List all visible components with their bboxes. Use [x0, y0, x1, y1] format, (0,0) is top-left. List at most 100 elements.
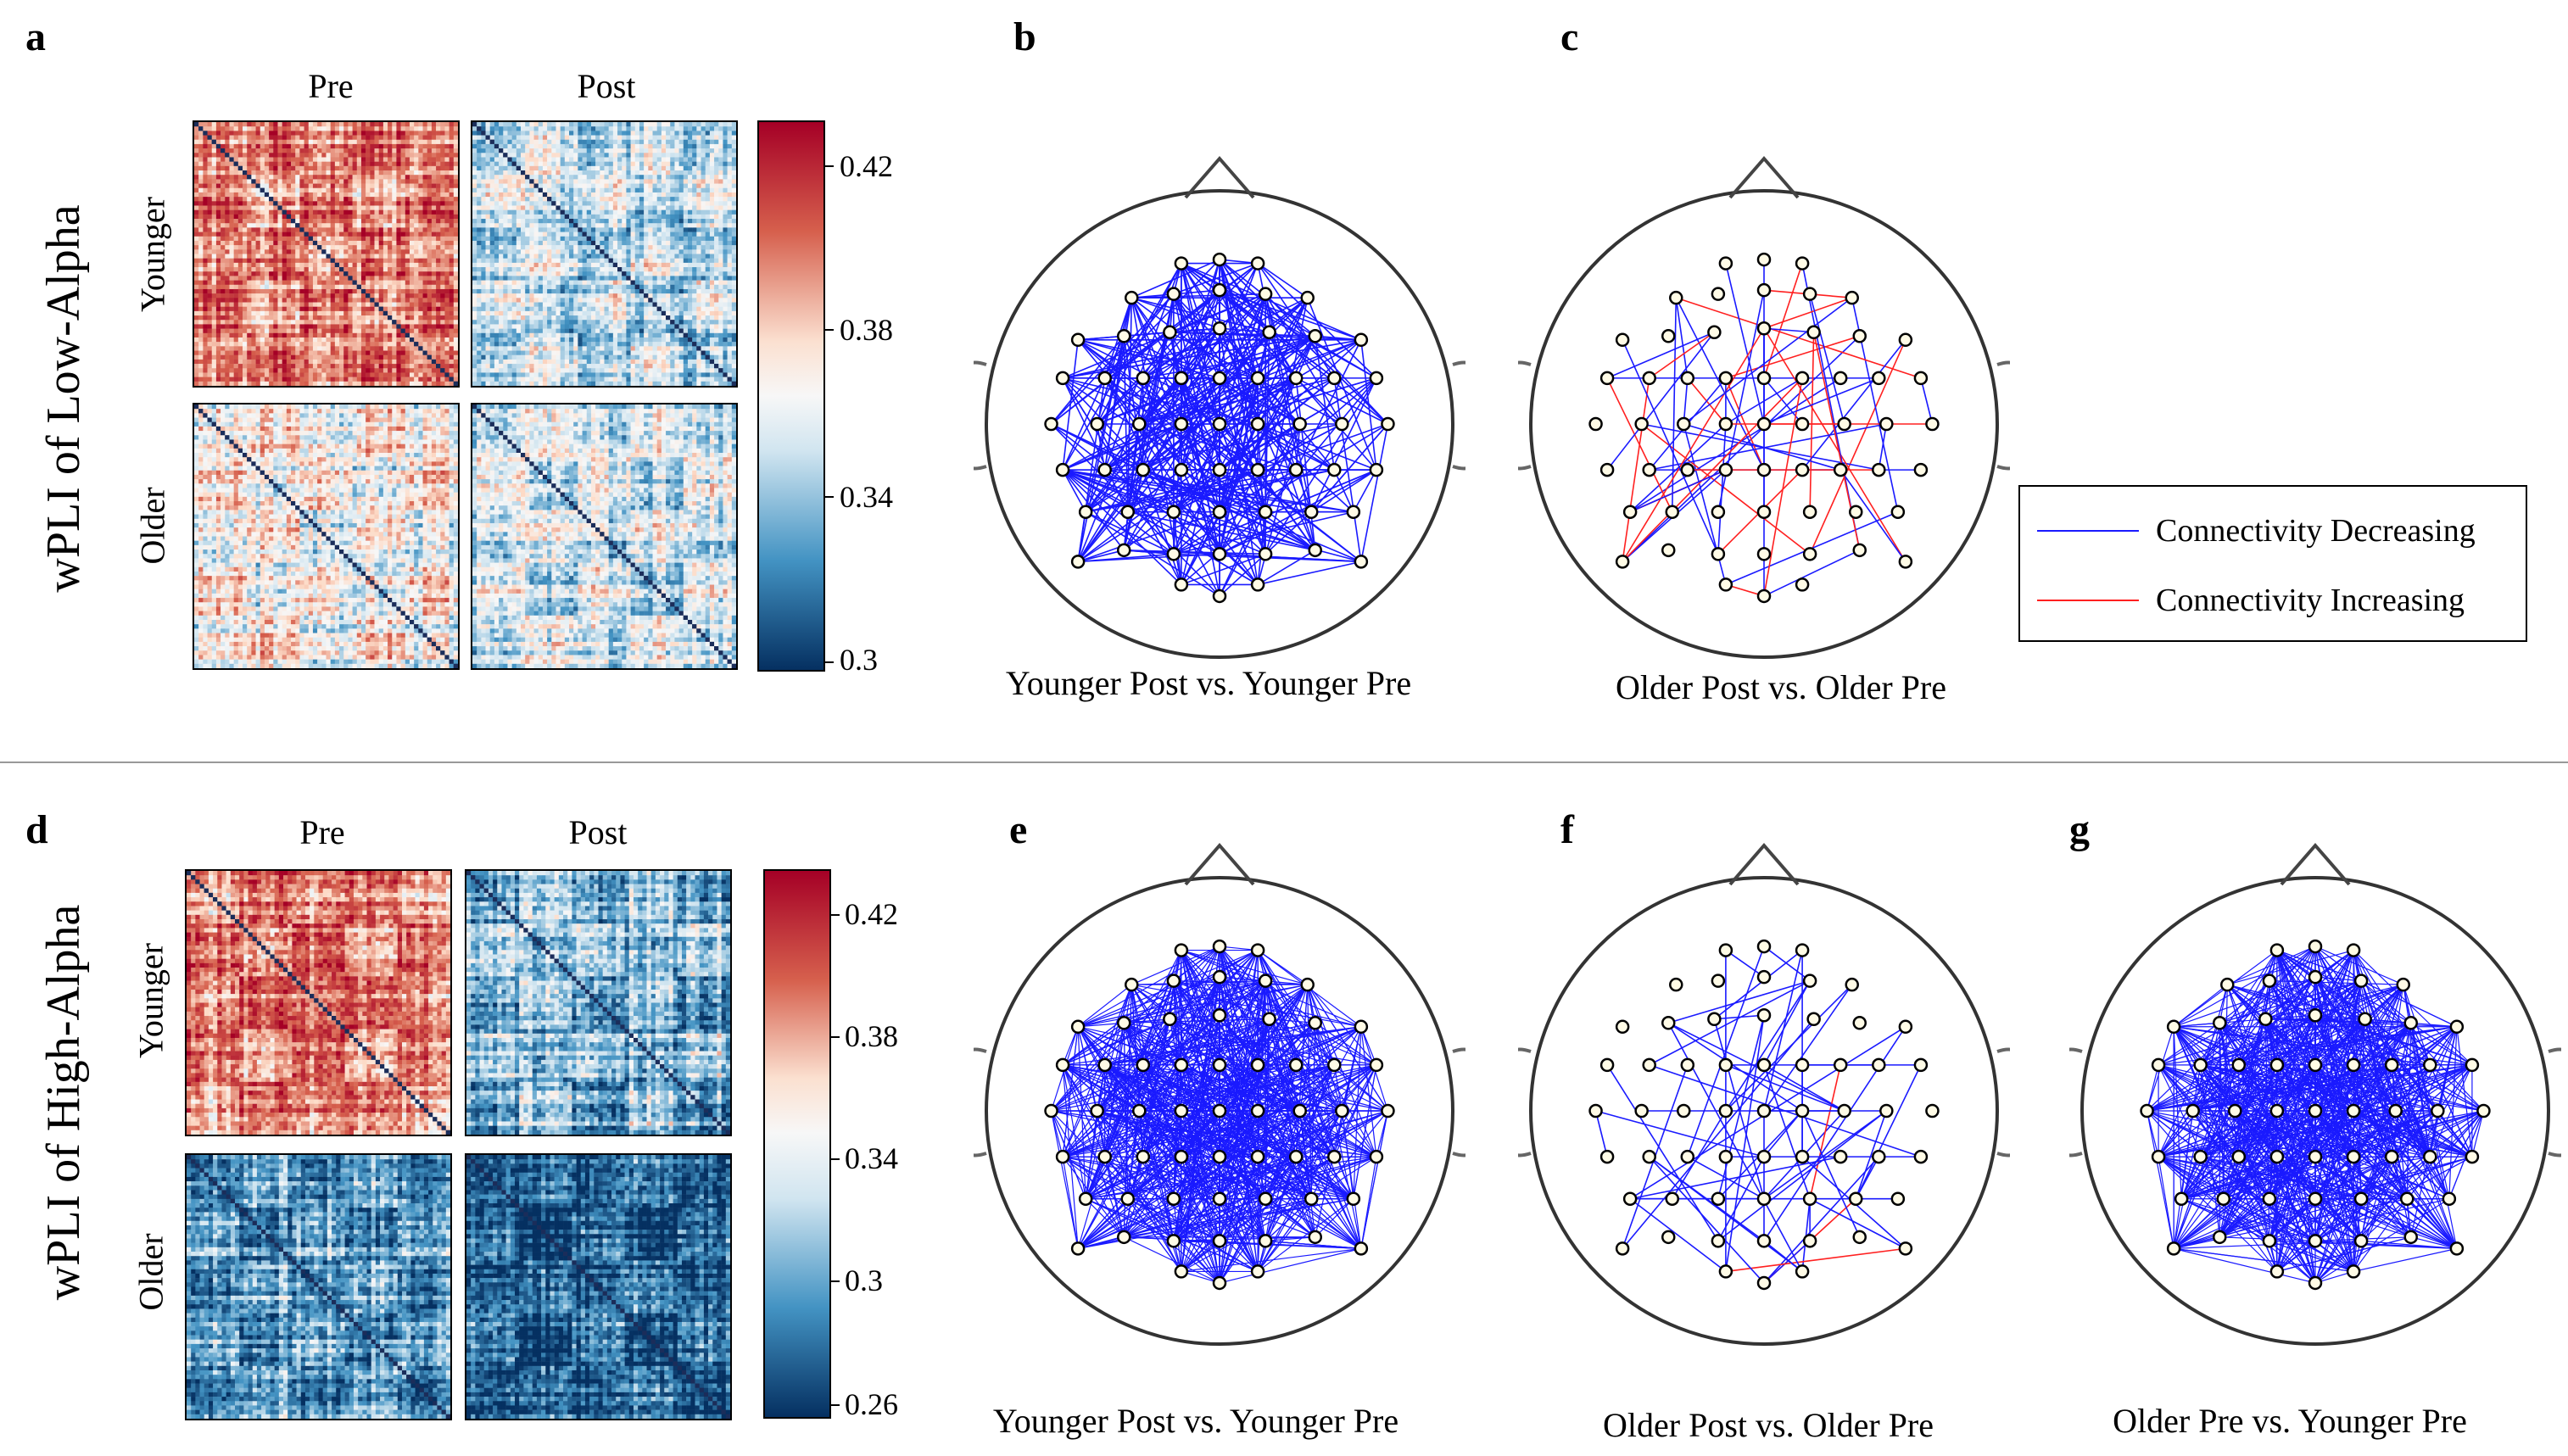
electrode-marker [2346, 1057, 2361, 1073]
connectivity-edge [1763, 984, 1853, 1112]
connectivity-edge [1713, 949, 1803, 1020]
electrode-marker [2269, 1264, 2285, 1279]
connectivity-edge [2238, 1022, 2411, 1066]
matrix-low-younger-pre [193, 120, 460, 388]
connectivity-edge [2200, 1064, 2396, 1112]
colorbar-high-alpha [763, 869, 831, 1419]
electrode-marker [1166, 505, 1181, 519]
electrode-marker [1308, 1016, 1322, 1030]
electrode-marker [2166, 1241, 2181, 1256]
colorbar-tick: 0.3 [845, 1263, 883, 1298]
electrode-marker [1174, 1057, 1189, 1073]
connectivity-edge [1717, 423, 1727, 555]
connectivity-edge [1219, 1022, 1316, 1158]
connectivity-edge [1123, 1236, 1220, 1284]
connectivity-edge [1096, 297, 1133, 425]
connectivity-edge [1219, 377, 1377, 425]
connectivity-edge [1675, 298, 1689, 378]
electrode-marker [2151, 1057, 2166, 1073]
electrode-marker [1802, 505, 1817, 519]
col-label-post: Post [569, 812, 628, 852]
connectivity-edge [2158, 1157, 2174, 1249]
electrode-marker [1756, 252, 1772, 267]
connectivity-edge [1264, 980, 1354, 1199]
connectivity-edge [1353, 469, 1377, 513]
electrode-marker [1898, 1019, 1913, 1035]
electrode-marker [1369, 371, 1384, 386]
electrode-marker [1304, 505, 1319, 519]
electrode-marker [2431, 1103, 2445, 1118]
nose-icon [1184, 155, 1255, 199]
electrode-marker [1898, 1241, 1913, 1256]
connectivity-edge [2180, 1198, 2316, 1241]
electrode-marker [1174, 1149, 1189, 1164]
electrode-marker [2186, 1103, 2200, 1118]
electrode-marker [2423, 1057, 2437, 1073]
connectivity-edge [1683, 423, 1841, 471]
electrode-marker [1174, 1103, 1189, 1118]
electrode-marker [1117, 329, 1131, 343]
electrode-marker [1802, 547, 1817, 561]
electrode-marker [1078, 1191, 1093, 1206]
electrode-marker [1599, 462, 1615, 477]
connectivity-edge [1763, 377, 1803, 425]
colorbar-tick: 0.38 [840, 312, 893, 348]
connectivity-edge [1257, 423, 1388, 471]
connectivity-edge [2406, 1023, 2412, 1199]
connectivity-edge [2314, 1064, 2412, 1238]
group-label-older: Older [133, 487, 173, 564]
connectivity-edge [2147, 1064, 2240, 1112]
right-ear-icon [1452, 360, 1465, 471]
connectivity-edge [1127, 1156, 1182, 1200]
connectivity-edge [1622, 339, 1719, 555]
electrode-marker [1212, 1057, 1227, 1073]
electrode-marker [1258, 287, 1273, 301]
electrode-marker [1913, 1149, 1929, 1164]
connectivity-edge [1264, 293, 1301, 425]
electrode-marker [1925, 416, 1940, 432]
connectivity-edge [1714, 1014, 1765, 1020]
electrode-marker [1718, 371, 1733, 386]
connectivity-edge [1257, 1064, 1377, 1112]
connectivity-edge [1104, 1064, 1354, 1200]
connectivity-edge [1264, 1198, 1312, 1241]
electrode-marker [1898, 332, 1913, 348]
connectivity-edge [1139, 377, 1297, 425]
connectivity-edge [1629, 469, 1727, 513]
electrode-marker [1070, 1241, 1086, 1256]
electrode-marker [1661, 1230, 1676, 1245]
electrode-marker [1661, 543, 1676, 558]
connectivity-edge [1051, 1110, 1376, 1158]
electrode-marker [2465, 1149, 2480, 1164]
connectivity-edge [2264, 1018, 2316, 1066]
electrode-marker [1132, 416, 1147, 432]
connectivity-edge [1315, 1198, 1354, 1238]
connectivity-edge [1219, 950, 1259, 1016]
electrode-marker [1212, 462, 1227, 477]
connectivity-edge [1606, 377, 1673, 513]
connectivity-edge [1062, 1156, 1259, 1272]
connectivity-edge [1170, 950, 1259, 1020]
electrode-marker [1622, 1191, 1638, 1206]
panel-letter-c: c [1560, 17, 1578, 58]
electrode-marker [1756, 505, 1772, 519]
electrode-marker [1756, 547, 1772, 561]
connectivity-edge [2353, 1110, 2438, 1158]
electrode-marker [2140, 1103, 2154, 1118]
col-label-post: Post [578, 66, 636, 106]
connectivity-edge [1219, 332, 1270, 512]
connectivity-edge [2173, 1026, 2362, 1200]
electrode-marker [1166, 973, 1181, 988]
electrode-marker [1136, 371, 1151, 386]
connectivity-edge [1219, 1064, 1312, 1200]
nose-icon [1728, 842, 1800, 886]
electrode-marker [1852, 329, 1867, 343]
left-ear-icon [1518, 1047, 1532, 1158]
electrode-marker [1212, 321, 1227, 336]
electrode-marker [1711, 547, 1726, 561]
connectivity-edge [1097, 289, 1220, 425]
connectivity-edge [1920, 377, 1934, 425]
connectivity-edge [1181, 1064, 1300, 1112]
connectivity-edge [1353, 1064, 1377, 1199]
electrode-marker [1354, 1241, 1369, 1256]
